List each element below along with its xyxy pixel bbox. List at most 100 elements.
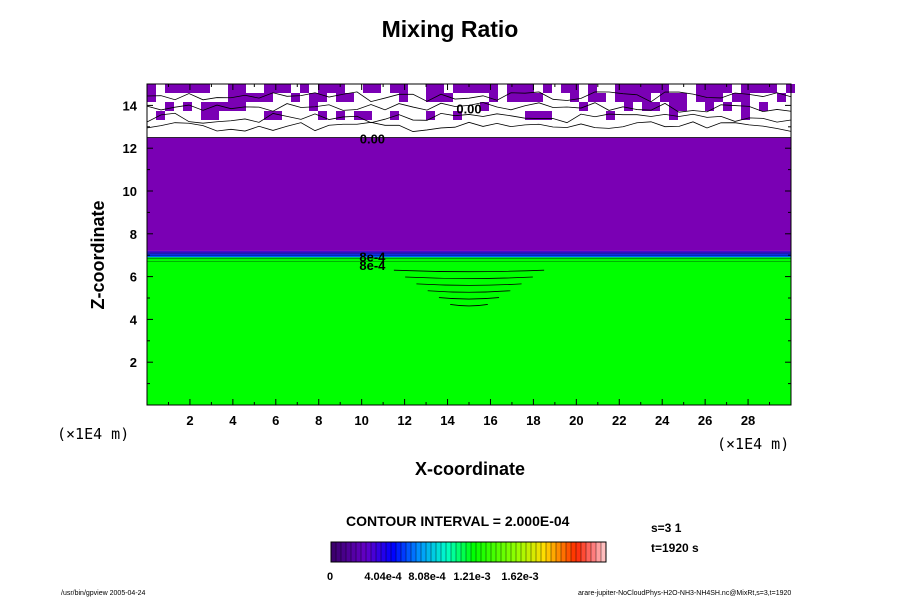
top-pattern-cell xyxy=(534,111,543,120)
colorbar-cell xyxy=(516,542,522,562)
top-pattern-cell xyxy=(336,111,345,120)
top-pattern-cell xyxy=(165,102,174,111)
top-pattern-cell xyxy=(768,84,777,93)
footer-left: /usr/bin/gpview 2005-04-24 xyxy=(61,590,146,597)
colorbar-tick-label-4: 1.62e-3 xyxy=(501,571,538,583)
top-pattern-cell xyxy=(516,84,525,93)
top-pattern-cell xyxy=(462,84,471,93)
top-pattern-cell xyxy=(201,102,210,111)
top-pattern-cell xyxy=(327,84,336,93)
colorbar-tick-label-0: 0 xyxy=(327,571,333,583)
contour-line-top xyxy=(146,102,792,113)
top-pattern-cell xyxy=(606,111,615,120)
colorbar-cell xyxy=(406,542,412,562)
top-pattern-cell xyxy=(741,111,750,120)
colorbar-cell xyxy=(341,542,347,562)
top-pattern-cell xyxy=(489,93,498,102)
top-pattern-cell xyxy=(237,84,246,93)
top-pattern-cell xyxy=(435,93,444,102)
y-tick-label: 4 xyxy=(130,312,138,327)
colorbar-cell xyxy=(411,542,417,562)
x-tick-label: 2 xyxy=(186,413,193,428)
top-pattern-cell xyxy=(597,93,606,102)
top-pattern-cell xyxy=(201,84,210,93)
colorbar-cell xyxy=(431,542,437,562)
top-pattern-cell xyxy=(570,93,579,102)
colorbar-cell xyxy=(346,542,352,562)
y-tick-label: 2 xyxy=(130,355,137,370)
colorbar-cell xyxy=(491,542,497,562)
x-tick-label: 20 xyxy=(569,413,583,428)
x-tick-label: 10 xyxy=(354,413,368,428)
top-pattern-cell xyxy=(570,84,579,93)
colorbar-cell xyxy=(596,542,602,562)
top-pattern-cell xyxy=(336,93,345,102)
top-pattern-cell xyxy=(678,93,687,102)
colorbar-cell xyxy=(396,542,402,562)
top-pattern-cell xyxy=(264,93,273,102)
colorbar-cell xyxy=(466,542,472,562)
colorbar-cell xyxy=(391,542,397,562)
colorbar-cell xyxy=(476,542,482,562)
colorbar-cell xyxy=(591,542,597,562)
contour-line-top xyxy=(146,112,792,124)
top-pattern-cell xyxy=(390,111,399,120)
colorbar-cell xyxy=(506,542,512,562)
top-pattern-cell xyxy=(192,84,201,93)
top-pattern-cell xyxy=(588,84,597,93)
top-pattern-cell xyxy=(399,84,408,93)
y-tick-label: 8 xyxy=(130,227,137,242)
top-pattern-cell xyxy=(354,111,363,120)
top-pattern-cell xyxy=(714,84,723,93)
top-pattern-cell xyxy=(507,93,516,102)
x-tick-label: 16 xyxy=(483,413,497,428)
contour-label-0: 0.00 xyxy=(456,102,481,117)
top-pattern-cell xyxy=(480,102,489,111)
top-pattern-cell xyxy=(525,84,534,93)
x-axis-unit-left: (×1E4 m) xyxy=(57,425,130,443)
top-pattern-cell xyxy=(543,111,552,120)
top-pattern-cell xyxy=(264,84,273,93)
top-pattern-cell xyxy=(471,84,480,93)
top-pattern-cell xyxy=(696,93,705,102)
colorbar-cell xyxy=(526,542,532,562)
top-pattern-cell xyxy=(399,93,408,102)
colorbar-cell xyxy=(331,542,337,562)
top-pattern-cell xyxy=(489,84,498,93)
y-tick-label: 10 xyxy=(123,184,137,199)
top-pattern-cell xyxy=(651,84,660,93)
top-pattern-cell xyxy=(507,84,516,93)
x-tick-label: 28 xyxy=(741,413,755,428)
top-pattern-cell xyxy=(390,84,399,93)
colorbar-cell xyxy=(456,542,462,562)
top-pattern-cell xyxy=(147,93,156,102)
region-upper-layer xyxy=(147,137,791,251)
top-pattern-cell xyxy=(624,93,633,102)
y-axis-title: Z-coordinate xyxy=(88,200,108,310)
colorbar-cell xyxy=(441,542,447,562)
top-pattern-cell xyxy=(453,84,462,93)
top-pattern-cell xyxy=(309,93,318,102)
colorbar-cell xyxy=(481,542,487,562)
colorbar-cell xyxy=(541,542,547,562)
colorbar-cell xyxy=(521,542,527,562)
y-tick-label: 12 xyxy=(123,141,137,156)
top-pattern-cell xyxy=(741,84,750,93)
x-tick-label: 26 xyxy=(698,413,712,428)
colorbar-cell xyxy=(366,542,372,562)
colorbar-cell xyxy=(371,542,377,562)
contour-interval-text: CONTOUR INTERVAL = 2.000E-04 xyxy=(346,513,570,529)
top-pattern-cell xyxy=(426,84,435,93)
top-pattern-cell xyxy=(282,84,291,93)
top-pattern-cell xyxy=(480,84,489,93)
y-tick-label: 6 xyxy=(130,270,137,285)
colorbar-tick-label-1: 4.04e-4 xyxy=(364,571,402,583)
colorbar-cell xyxy=(436,542,442,562)
top-pattern-cell xyxy=(642,84,651,93)
top-pattern-cell xyxy=(273,84,282,93)
top-pattern-cell xyxy=(588,93,597,102)
colorbar-cell xyxy=(546,542,552,562)
top-pattern-cell xyxy=(579,102,588,111)
anomaly-contour-line xyxy=(416,283,522,286)
top-pattern-cell xyxy=(525,93,534,102)
